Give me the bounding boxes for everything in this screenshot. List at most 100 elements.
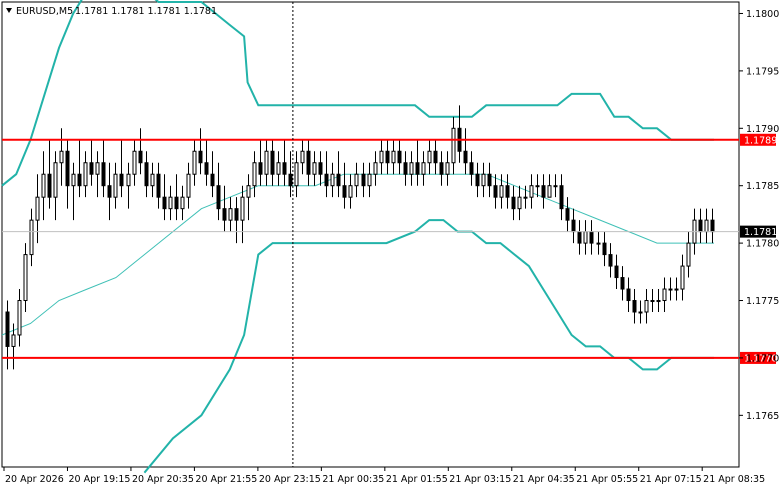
candle-body (541, 185, 546, 198)
candle-body (710, 219, 715, 233)
candle-body (373, 162, 378, 175)
current-price-tag (740, 225, 776, 238)
candle-body (632, 300, 637, 313)
candle-body (89, 162, 94, 175)
candle-body (264, 150, 269, 175)
candle-body (644, 300, 649, 313)
price-tick-label: 1.1765 (746, 411, 779, 422)
candle-body (379, 150, 384, 164)
candle-body (602, 242, 607, 256)
price-tick-label: 1.1780 (746, 239, 779, 250)
candle-body (294, 162, 299, 187)
candle-body (565, 208, 570, 221)
candle-body (276, 162, 281, 175)
candle-body (132, 150, 137, 175)
candle-body (354, 173, 359, 187)
candle-body (330, 173, 335, 187)
candle-body (336, 173, 341, 187)
candle-body (5, 311, 10, 347)
chart-ohlc: 1.1781 1.1781 1.1781 1.1781 (75, 6, 217, 17)
candle-body (571, 219, 576, 233)
candle-body (535, 185, 540, 188)
chart-title: EURUSD,M5 1.1781 1.1781 1.1781 1.1781 (6, 6, 217, 17)
candle-body (210, 173, 215, 187)
candle-body (300, 150, 305, 164)
candle-body (674, 288, 679, 291)
lower-band-line (143, 219, 714, 474)
candle-body (439, 162, 444, 175)
price-tick-label: 1.1795 (746, 66, 779, 77)
candle-body (59, 150, 64, 164)
candle-body (650, 300, 655, 303)
candle-body (620, 277, 625, 290)
price-tick-label: 1.1800 (746, 9, 779, 20)
candle-body (427, 150, 432, 164)
candle-body (553, 185, 558, 188)
time-tick-label: 21 Apr 08:35 (703, 474, 765, 485)
candle-body (583, 231, 588, 244)
candle-body (662, 288, 667, 302)
candle-body (505, 185, 510, 198)
candle-body (409, 162, 414, 175)
candle-body (626, 288, 631, 302)
time-tick-label: 20 Apr 21:55 (195, 474, 257, 485)
candle-body (228, 208, 233, 221)
candle-body (107, 185, 112, 198)
candle-body (101, 162, 106, 187)
candle-body (391, 150, 396, 164)
level-price-tag (740, 133, 776, 146)
dropdown-arrow-icon[interactable] (6, 8, 12, 13)
candle-body (156, 173, 161, 198)
candle-body (53, 162, 58, 198)
candle-body (65, 150, 70, 187)
candle-body (23, 254, 28, 302)
candle-body (126, 173, 131, 187)
time-tick-label: 20 Apr 19:15 (68, 474, 130, 485)
candle-body (499, 185, 504, 198)
candle-body (475, 173, 480, 187)
candle-body (656, 300, 661, 303)
candle-body (168, 196, 173, 210)
candle-body (113, 173, 118, 198)
candle-body (246, 185, 251, 198)
candle-body (318, 162, 323, 175)
candle-body (559, 185, 564, 210)
candle-body (29, 219, 34, 256)
candle-body (415, 162, 420, 175)
level-price-tag (740, 351, 776, 364)
candle-body (445, 162, 450, 175)
candle-body (367, 173, 372, 187)
candle-body (547, 185, 552, 198)
horizontal-levels[interactable]: 1.1789 1.1770 1.1781 (2, 133, 777, 365)
candle-body (11, 334, 16, 347)
current-price-label: 1.1781 (744, 227, 777, 238)
chart-symbol: EURUSD,M5 (16, 6, 73, 17)
level-price-label: 1.1789 (744, 135, 777, 146)
time-tick-label: 21 Apr 05:55 (576, 474, 638, 485)
price-tick-label: 1.1775 (746, 296, 779, 307)
candle-body (523, 196, 528, 199)
candle-body (421, 162, 426, 175)
plot-frame (1, 1, 740, 468)
candle-body (596, 242, 601, 245)
candle-body (348, 185, 353, 198)
candle-body (517, 196, 522, 210)
time-tick-label: 20 Apr 20:35 (132, 474, 194, 485)
candle-body (324, 173, 329, 187)
candle-body (704, 219, 709, 233)
candle-body (83, 162, 88, 187)
candle-body (638, 311, 643, 314)
candle-body (577, 231, 582, 244)
candle-body (240, 196, 245, 221)
time-tick-label: 21 Apr 04:35 (513, 474, 575, 485)
candle-body (529, 185, 534, 198)
candle-body (481, 173, 486, 187)
candle-body (312, 162, 317, 175)
price-axis[interactable]: 1.1800 1.1795 1.1790 1.1785 1.1780 1.1775 1.17… (739, 9, 779, 422)
candle-body (258, 162, 263, 175)
time-axis[interactable]: 20 Apr 2026 20 Apr 19:15 20 Apr 20:35 20 Ap… (3, 467, 765, 485)
time-tick-label: 21 Apr 01:55 (386, 474, 448, 485)
candle-body (270, 150, 275, 175)
candle-body (608, 254, 613, 267)
